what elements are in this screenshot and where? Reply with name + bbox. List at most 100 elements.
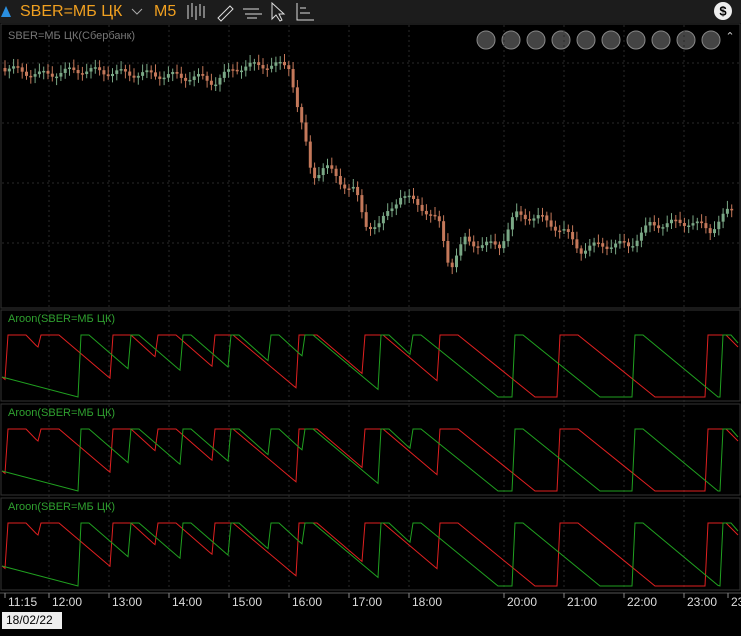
candle-body [416,198,420,205]
candle-body [145,70,149,73]
indicator-icon[interactable] [243,8,262,19]
candle-body [717,221,721,230]
candle-body [261,65,265,69]
candle-body [37,71,41,75]
candle-body [265,68,269,70]
candle-body [33,74,37,77]
collapse-icon[interactable] [1,6,11,17]
candle-body [601,243,605,247]
candle-body [545,215,549,221]
candle-body [214,84,218,87]
candle-body [450,262,454,268]
draw-icon[interactable] [217,5,234,22]
candle-body [721,213,725,222]
aroon-down [1,334,739,398]
candle-body [682,222,686,226]
candle-body [627,242,630,247]
nav-button[interactable] [551,30,571,50]
candle-body [433,214,437,217]
candle-body [476,246,480,248]
candle-body [429,214,433,216]
time-label: 18:00 [412,595,442,609]
collapse-button[interactable]: ⌃ [725,31,734,43]
candle-body [519,211,523,215]
timeframe[interactable]: M5 [154,3,176,20]
candle-body [588,245,592,251]
candle-body [420,204,424,211]
nav-button[interactable] [576,30,596,50]
date-box [2,612,62,629]
cursor-icon[interactable] [271,1,286,22]
nav-button[interactable] [476,30,496,50]
candle-body [321,168,325,176]
candle-body [399,197,403,205]
candle-body [493,241,497,245]
candle-body [622,241,626,243]
candle-body [330,165,334,169]
currency-button[interactable] [714,2,732,20]
candle-body [730,208,734,211]
candle-body [635,240,639,247]
time-label: 23 [731,595,741,609]
candle-body [437,216,441,222]
main-panel [0,23,741,309]
time-label: 21:00 [567,595,597,609]
dropdown[interactable] [131,8,143,15]
candle-body [171,71,175,75]
indicator-label: Aroon(SBER=МБ ЦК) [8,501,115,513]
candle-body [695,221,699,224]
candle-body [558,230,562,233]
candle-body [76,69,80,74]
candle-body [123,69,127,72]
candle-body [55,76,59,79]
date-label: 18/02/22 [6,613,53,627]
candle-body [158,76,162,79]
candle-body [463,236,467,245]
candle-body [12,66,16,69]
candle-body [334,168,338,177]
candle-body [270,65,274,69]
nav-button[interactable] [701,30,721,50]
nav-button[interactable] [651,30,671,50]
aroon-lines [1,334,739,587]
candle-body [412,195,415,199]
candle-body [218,77,222,85]
symbol[interactable]: SBER=МБ ЦК [20,3,123,20]
candle-body [523,214,527,220]
candle-body [442,221,446,242]
nav-button[interactable] [676,30,696,50]
nav-button[interactable] [501,30,521,50]
candle-body [571,231,575,240]
candle-body [222,71,226,78]
candle-body [403,196,407,198]
candle-body [291,69,295,88]
candle-body [257,62,261,66]
nav-button[interactable] [526,30,546,50]
indicator-label: Aroon(SBER=МБ ЦК) [8,407,115,419]
candle-body [63,68,67,73]
layout-icon[interactable] [296,3,314,21]
candle-body [93,67,97,69]
chart-type-icon[interactable] [187,3,205,20]
candle-body [687,225,691,228]
candle-body [338,176,342,185]
time-label: 22:00 [627,595,657,609]
candle-body [502,241,506,249]
nav-button[interactable] [601,30,621,50]
candle-body [347,188,351,190]
candle-body [304,122,308,142]
candle-body [343,184,347,189]
candle-body [373,227,377,229]
time-label: 12:00 [52,595,82,609]
candle-body [106,74,110,77]
candle-body [85,71,89,75]
candle-body [700,221,704,224]
candle-body [197,74,200,77]
candle-body [596,242,600,244]
aroon-up [1,428,739,492]
time-label: 23:00 [687,595,717,609]
candle-body [3,68,7,72]
nav-button[interactable] [626,30,646,50]
